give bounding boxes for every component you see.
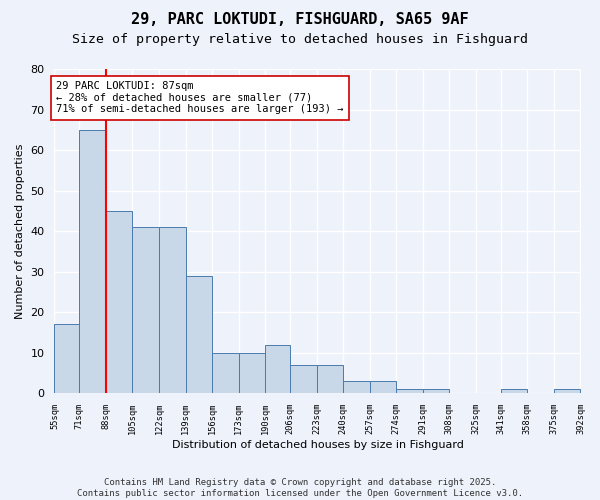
Bar (79, 130, 106, 393)
Bar (185, 276, 212, 393)
Bar (55, 324, 79, 393)
Bar (501, 389, 527, 393)
Bar (396, 389, 423, 393)
X-axis label: Distribution of detached houses by size in Fishguard: Distribution of detached houses by size … (172, 440, 463, 450)
Bar (343, 381, 370, 393)
Bar (212, 352, 239, 393)
Bar (159, 227, 185, 393)
Bar (133, 227, 159, 393)
Text: 29 PARC LOKTUDI: 87sqm
← 28% of detached houses are smaller (77)
71% of semi-det: 29 PARC LOKTUDI: 87sqm ← 28% of detached… (56, 81, 343, 114)
Bar (554, 389, 580, 393)
Bar (265, 344, 290, 393)
Bar (423, 389, 449, 393)
Bar (370, 381, 396, 393)
Text: 29, PARC LOKTUDI, FISHGUARD, SA65 9AF: 29, PARC LOKTUDI, FISHGUARD, SA65 9AF (131, 12, 469, 28)
Text: Contains HM Land Registry data © Crown copyright and database right 2025.
Contai: Contains HM Land Registry data © Crown c… (77, 478, 523, 498)
Bar (317, 365, 343, 393)
Bar (239, 352, 265, 393)
Bar (290, 365, 317, 393)
Y-axis label: Number of detached properties: Number of detached properties (15, 144, 25, 319)
Text: Size of property relative to detached houses in Fishguard: Size of property relative to detached ho… (72, 32, 528, 46)
Bar (106, 211, 133, 393)
